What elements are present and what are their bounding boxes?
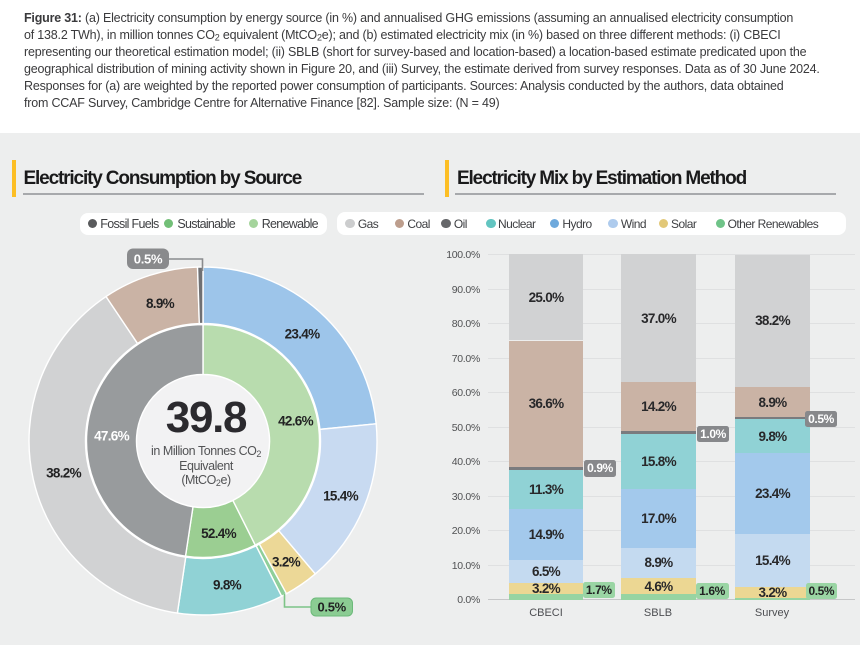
svg-text:23.4%: 23.4% [285,327,320,342]
svg-text:47.6%: 47.6% [94,429,129,444]
svg-text:15.4%: 15.4% [323,489,358,504]
svg-text:0.5%: 0.5% [134,252,163,267]
svg-text:52.4%: 52.4% [201,526,236,541]
svg-text:42.6%: 42.6% [278,414,313,429]
svg-text:0.5%: 0.5% [317,600,346,615]
svg-text:8.9%: 8.9% [146,296,175,311]
svg-text:38.2%: 38.2% [46,466,81,481]
svg-text:3.2%: 3.2% [272,555,301,570]
svg-text:9.8%: 9.8% [213,578,242,593]
